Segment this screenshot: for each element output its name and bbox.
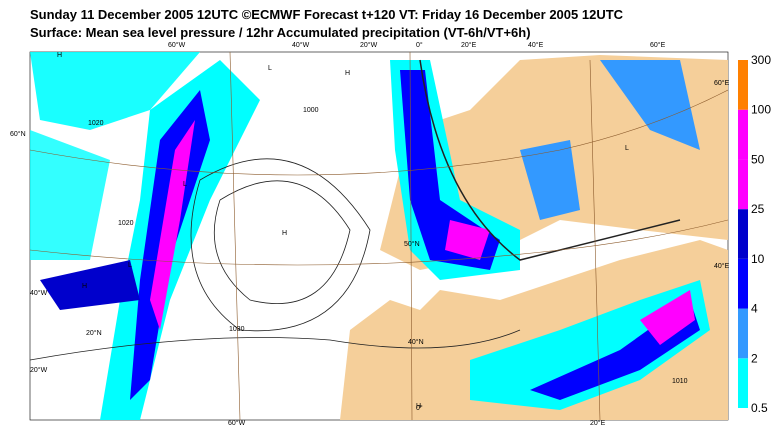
colorbar-label: 2 bbox=[751, 351, 758, 365]
map-label: L bbox=[128, 262, 132, 269]
map-label: 20°E bbox=[590, 419, 606, 427]
map-label: L bbox=[625, 145, 629, 152]
map-label: 20°W bbox=[360, 41, 378, 49]
map-label: 60°E bbox=[650, 41, 666, 49]
colorbar-label: 25 bbox=[751, 202, 765, 216]
colorbar: 0.5 2 4 10 25 50 100 300 bbox=[738, 53, 771, 415]
map-label: 20°N bbox=[86, 329, 102, 337]
map-label: 1030 bbox=[229, 326, 245, 333]
map-label: 40°E bbox=[714, 262, 730, 270]
map-label: 0° bbox=[416, 41, 423, 49]
subtitle-line: Surface: Mean sea level pressure / 12hr … bbox=[30, 25, 531, 40]
map-label: H bbox=[282, 230, 287, 237]
map-label: H bbox=[345, 70, 350, 77]
map-label: 50°N bbox=[404, 240, 420, 248]
map-labels: 60°W 40°W 20°W 0° 20°E 40°E 60°E 60°W 40°W 20°W 0°… bbox=[10, 41, 730, 427]
colorbar-segment bbox=[738, 209, 748, 259]
colorbar-label: 300 bbox=[751, 53, 771, 67]
map-label: L bbox=[183, 181, 187, 188]
title-line: Sunday 11 December 2005 12UTC ©ECMWF For… bbox=[30, 7, 624, 22]
colorbar-label: 4 bbox=[751, 302, 758, 316]
map-label: 60°W bbox=[168, 41, 186, 49]
map-label: 1020 bbox=[88, 120, 104, 127]
colorbar-label: 100 bbox=[751, 103, 771, 117]
map-label: 20°E bbox=[461, 41, 477, 49]
map-label: H bbox=[57, 52, 62, 59]
map-label: H bbox=[82, 283, 87, 290]
colorbar-segment bbox=[738, 258, 748, 309]
map-label: 1000 bbox=[303, 107, 319, 114]
map-label: 1020 bbox=[118, 220, 134, 227]
map-label: 60°E bbox=[714, 79, 730, 87]
colorbar-label: 50 bbox=[751, 152, 765, 166]
map bbox=[29, 51, 729, 421]
map-label: 40°N bbox=[408, 338, 424, 346]
colorbar-segment bbox=[738, 60, 748, 110]
map-label: 40°W bbox=[30, 289, 48, 297]
map-label: 0° bbox=[416, 404, 423, 412]
map-label: 20°W bbox=[30, 366, 48, 374]
map-label: 40°E bbox=[528, 41, 544, 49]
colorbar-label: 10 bbox=[751, 252, 765, 266]
map-label: L bbox=[268, 65, 272, 72]
map-label: 1010 bbox=[672, 378, 688, 385]
colorbar-label: 0.5 bbox=[751, 401, 768, 415]
colorbar-segment bbox=[738, 308, 748, 359]
map-label: H bbox=[416, 403, 421, 410]
map-label: 60°N bbox=[10, 130, 26, 138]
colorbar-segment bbox=[738, 159, 748, 210]
colorbar-segment bbox=[738, 109, 748, 160]
map-label: 40°W bbox=[292, 41, 310, 49]
map-label: 60°W bbox=[228, 419, 246, 427]
colorbar-segment bbox=[738, 358, 748, 408]
